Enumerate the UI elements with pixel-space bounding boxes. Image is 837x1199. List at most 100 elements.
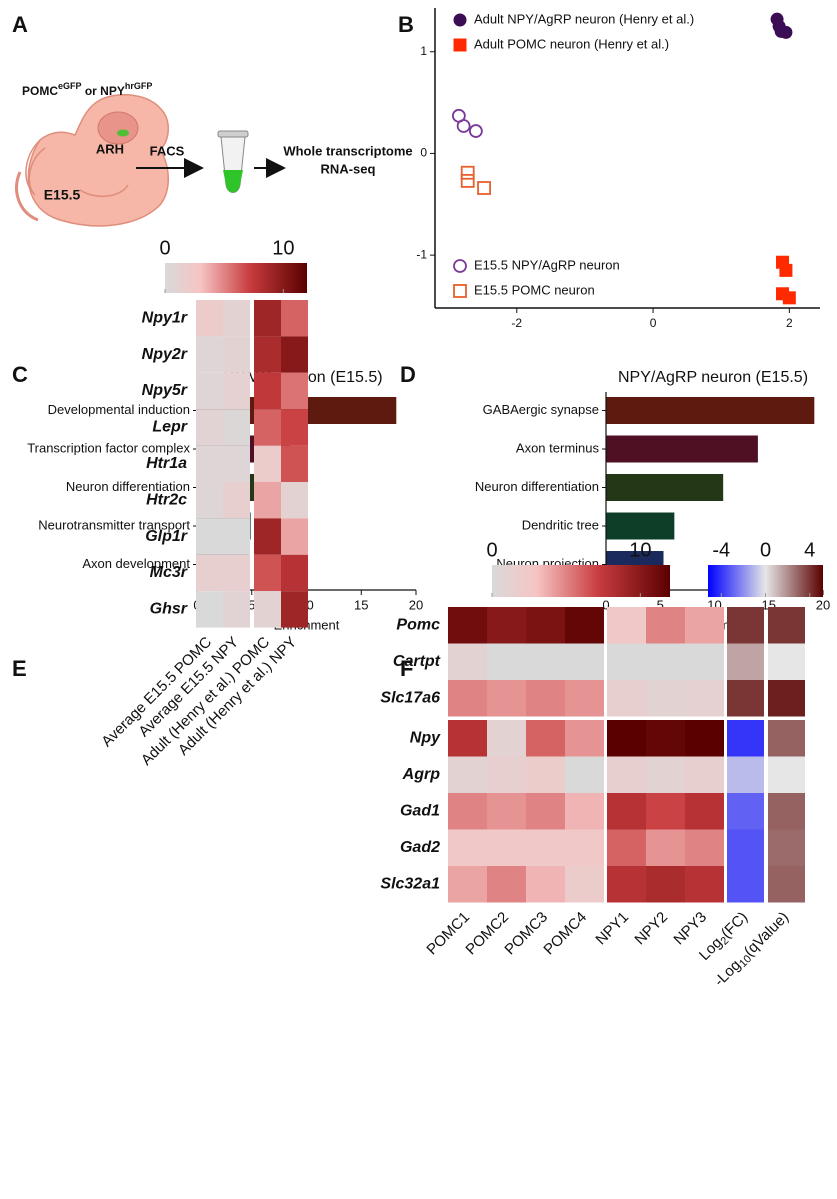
heatmap-cell [254, 482, 281, 519]
colorbar-tick-label: 10 [629, 539, 651, 561]
legend-marker [453, 38, 467, 52]
point [779, 263, 793, 277]
heatmap-cell [448, 793, 487, 830]
stage-label: E15.5 [44, 187, 81, 203]
heatmap-cell [768, 793, 805, 830]
colorbar [708, 565, 823, 597]
heatmap-cell [254, 445, 281, 482]
heatmap-cell [223, 482, 250, 519]
heatmap-cell [685, 793, 724, 830]
row-label: Ghsr [150, 601, 188, 618]
panel-label: C [12, 362, 28, 387]
heatmap-cell [768, 829, 805, 866]
point [782, 291, 796, 305]
heatmap-cell [281, 409, 308, 446]
heatmap-cell [526, 866, 565, 903]
heatmap-cell [646, 793, 685, 830]
heatmap-cell [223, 409, 250, 446]
row-label: Slc17a6 [380, 689, 440, 706]
panel-label: B [398, 12, 414, 37]
heatmap-cell [223, 445, 250, 482]
heatmap-cell [526, 680, 565, 717]
heatmap-cell [196, 372, 223, 410]
heatmap-cell [254, 409, 281, 446]
heatmap-cell [223, 300, 250, 337]
heatmap-cell [196, 336, 223, 373]
panel-label: F [400, 656, 413, 681]
category-label: Transcription factor complex [27, 440, 190, 455]
heatmap-cell [487, 866, 526, 903]
heatmap-cell [607, 866, 646, 903]
region-label: ARH [96, 141, 124, 156]
heatmap-cell [768, 866, 805, 903]
heatmap-cell [607, 756, 646, 793]
heatmap-cell [565, 866, 604, 903]
x-tick-label: 5 [657, 597, 664, 612]
heatmap-cell [223, 554, 250, 592]
heatmap-cell [448, 756, 487, 793]
row-label: Gad2 [400, 839, 440, 856]
category-label: GABAergic synapse [483, 402, 599, 417]
heatmap-cell [727, 829, 764, 866]
heatmap-cell [487, 829, 526, 866]
row-label: Mc3r [150, 564, 188, 581]
heatmap-cell [196, 591, 223, 628]
row-label: Htr1a [146, 455, 187, 472]
heatmap-cell [685, 756, 724, 793]
reporter-text: POMC [22, 84, 58, 98]
heatmap-cell [196, 554, 223, 592]
heatmap-cell [646, 607, 685, 644]
heatmap-cell [526, 829, 565, 866]
chart-title: NPY/AgRP neuron (E15.5) [618, 369, 808, 386]
row-label: Pomc [396, 616, 440, 633]
heatmap-cell [281, 554, 308, 592]
heatmap-cell [768, 680, 805, 717]
bar [606, 512, 675, 540]
x-tick-label: 2 [786, 316, 793, 330]
panel-label: D [400, 362, 416, 387]
heatmap-cell [448, 720, 487, 757]
colorbar-tick-label: 0 [486, 539, 497, 561]
point [468, 124, 483, 138]
heatmap-cell [727, 793, 764, 830]
heatmap-cell [727, 607, 764, 644]
category-label: Axon terminus [516, 440, 600, 455]
panel-label: E [12, 656, 27, 681]
heatmap-cell [565, 720, 604, 757]
category-label: Dendritic tree [522, 517, 599, 532]
reporter-superscript: eGFP [58, 81, 82, 91]
row-label: Slc32a1 [380, 875, 440, 892]
colorbar [165, 263, 307, 293]
row-label: Npy [410, 729, 441, 746]
reporter-superscript: hrGFP [125, 81, 153, 91]
heatmap-cell [254, 336, 281, 373]
point [477, 181, 491, 195]
tube [217, 130, 249, 193]
heatmap-cell [727, 643, 764, 680]
legend-marker [453, 259, 467, 273]
colorbar-tick-label: 0 [760, 539, 771, 561]
heatmap-cell [223, 336, 250, 373]
heatmap-cell [196, 482, 223, 519]
heatmap-cell [685, 607, 724, 644]
x-tick-label: 20 [409, 597, 423, 612]
heatmap-cell [448, 829, 487, 866]
heatmap-cell [526, 643, 565, 680]
heatmap-cell [254, 300, 281, 337]
category-label: Developmental induction [48, 402, 190, 417]
row-label: Gad1 [400, 802, 440, 819]
heatmap-cell [685, 680, 724, 717]
heatmap-cell [281, 300, 308, 337]
heatmap-cell [526, 720, 565, 757]
heatmap-cell [565, 643, 604, 680]
heatmap-cell [487, 756, 526, 793]
bar [606, 397, 815, 424]
heatmap-cell [448, 866, 487, 903]
point [456, 119, 471, 133]
heatmap-cell [646, 643, 685, 680]
heatmap-cell [281, 591, 308, 628]
heatmap-cell [196, 409, 223, 446]
legend-marker [453, 13, 467, 27]
column-label: POMC4 [540, 909, 590, 959]
